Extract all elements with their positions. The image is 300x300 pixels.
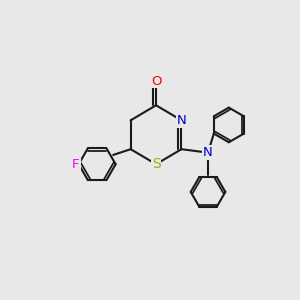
Text: F: F — [72, 158, 80, 171]
Text: S: S — [152, 157, 161, 171]
Text: N: N — [203, 146, 213, 159]
Text: O: O — [151, 74, 161, 88]
Text: N: N — [177, 114, 186, 127]
